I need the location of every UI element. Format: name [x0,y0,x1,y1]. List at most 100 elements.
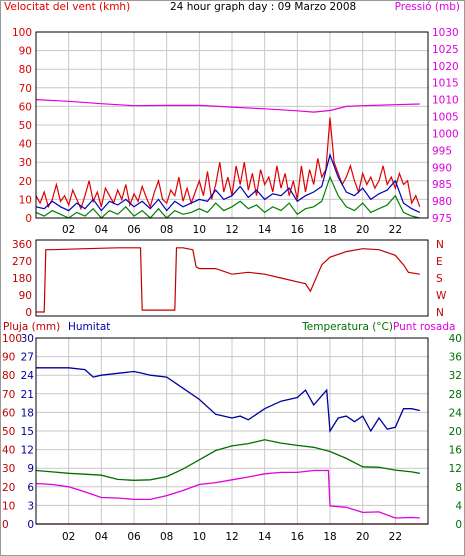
pressure-y-tick-label: 1015 [432,78,459,90]
wind-y-tick-label: 100 [12,27,32,39]
direction-compass-label: N [436,239,444,251]
pressure-y-tick-label: 980 [432,196,452,208]
climate-x-tick-label: 12 [225,531,238,543]
humidity-y-tick-label: 9 [27,463,34,475]
wind-y-tick-label: 20 [19,176,32,188]
pressure-line [35,99,420,113]
wind-y-tick-label: 0 [25,213,32,225]
wind-x-tick-label: 06 [127,224,141,236]
pressure-y-tick-label: 990 [432,162,452,174]
wind-x-tick-label: 12 [225,224,238,236]
rain-y-tick-label: 10 [2,500,15,512]
rain-y-tick-label: 0 [2,519,9,531]
temperature-y-tick-label: 8 [455,482,462,494]
rain-y-tick-label: 30 [2,463,15,475]
wind-y-tick-label: 40 [19,139,32,151]
wind-x-tick-label: 02 [62,224,75,236]
climate-x-tick-label: 04 [95,531,109,543]
wind-plot-frame [35,31,429,219]
wind-x-tick-label: 08 [160,224,173,236]
wind-y-tick-label: 50 [19,120,32,132]
rain-y-tick-label: 90 [2,352,15,364]
direction-y-tick-label: 90 [19,290,32,302]
climate-x-tick-label: 14 [258,531,272,543]
humidity-y-tick-label: 21 [21,389,34,401]
pressure-y-tick-label: 975 [432,213,452,225]
rain-y-tick-label: 70 [2,389,15,401]
rain-y-tick-label: 50 [2,426,15,438]
climate-x-tick-label: 08 [160,531,173,543]
climate-x-tick-label: 20 [356,531,369,543]
rain-y-tick-label: 20 [2,482,15,494]
wind-y-tick-label: 60 [19,101,32,113]
climate-x-tick-label: 02 [62,531,75,543]
legend-humidity: Humitat [68,321,110,333]
pressure-y-tick-label: 1010 [432,95,459,107]
humidity-y-tick-label: 27 [21,352,34,364]
wind-axis-label: Velocitat del vent (kmh) [4,1,130,13]
legend-temperature: Temperatura (°C) [301,321,393,333]
humidity-y-tick-label: 18 [21,407,34,419]
direction-line [36,247,420,313]
pressure-y-tick-label: 1020 [432,61,459,73]
wind-x-tick-label: 14 [258,224,272,236]
humidity-line [36,367,420,433]
wind-y-tick-label: 10 [19,194,32,206]
direction-y-tick-label: 0 [25,307,32,319]
wind-y-tick-label: 80 [19,64,32,76]
pressure-y-tick-label: 995 [432,145,452,157]
temperature-y-tick-label: 24 [449,407,463,419]
humidity-y-tick-label: 3 [27,500,34,512]
temperature-y-tick-label: 32 [449,370,462,382]
wind-x-tick-label: 20 [356,224,369,236]
pressure-y-tick-label: 1025 [432,44,459,56]
wind-series-line-2 [35,175,420,219]
humidity-y-tick-label: 6 [27,482,34,494]
humidity-y-tick-label: 24 [21,370,35,382]
climate-x-tick-label: 18 [323,531,336,543]
climate-x-tick-label: 16 [291,531,305,543]
rain-y-tick-label: 40 [2,445,15,457]
humidity-y-tick-label: 30 [21,333,34,345]
temperature-y-tick-label: 0 [455,519,462,531]
wind-x-tick-label: 22 [389,224,402,236]
climate-plot-frame [35,337,429,525]
pressure-y-tick-label: 1000 [432,128,459,140]
climate-x-tick-label: 22 [389,531,402,543]
pressure-axis-label: Pressió (mb) [395,1,460,13]
direction-y-tick-label: 360 [12,239,32,251]
wind-x-tick-label: 04 [95,224,109,236]
dewpoint-line [35,469,420,519]
wind-y-tick-label: 90 [19,46,32,58]
wind-x-tick-label: 18 [323,224,336,236]
legend-dewpoint: Punt rosada [393,321,455,333]
direction-compass-label: N [436,307,444,319]
climate-x-tick-label: 10 [193,531,206,543]
wind-x-tick-label: 16 [291,224,305,236]
rain-y-tick-label: 60 [2,407,15,419]
direction-y-tick-label: 270 [12,256,32,268]
humidity-y-tick-label: 15 [21,426,34,438]
humidity-y-tick-label: 0 [27,519,34,531]
rain-y-tick-label: 100 [2,333,22,345]
wind-series-line-0 [35,117,421,211]
humidity-y-tick-label: 12 [21,445,34,457]
temperature-line [35,439,420,481]
temperature-y-tick-label: 36 [449,352,463,364]
wind-series-line-1 [35,152,421,213]
temperature-y-tick-label: 12 [449,463,462,475]
direction-compass-label: S [436,273,443,285]
temperature-y-tick-label: 40 [449,333,462,345]
legend-rain: Pluja (mm) [3,321,60,333]
pressure-y-tick-label: 1005 [432,112,459,124]
temperature-y-tick-label: 20 [449,426,462,438]
wind-x-tick-label: 10 [193,224,206,236]
direction-compass-label: E [436,256,443,268]
wind-y-tick-label: 30 [19,157,32,169]
pressure-y-tick-label: 985 [432,179,452,191]
pressure-y-tick-label: 1030 [432,27,459,39]
temperature-y-tick-label: 28 [449,389,462,401]
wind-y-tick-label: 70 [19,83,32,95]
